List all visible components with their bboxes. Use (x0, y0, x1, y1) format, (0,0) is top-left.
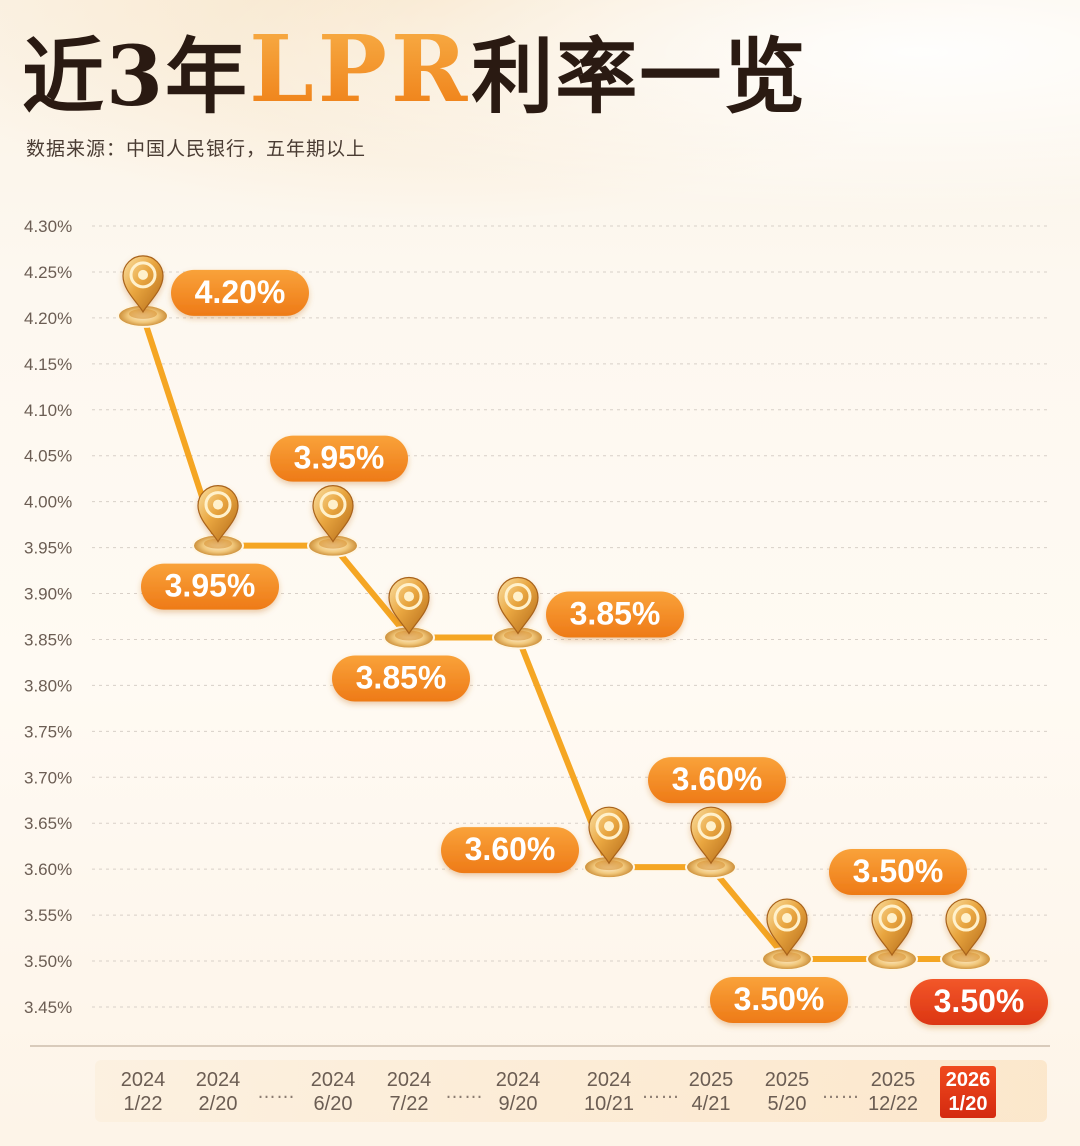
x-tick-label: 2025 12/22 (867, 1069, 919, 1115)
y-tick-label: 3.55% (24, 906, 72, 925)
y-tick-label: 4.25% (24, 263, 72, 282)
y-tick-label: 3.50% (24, 952, 72, 971)
x-tick-label: 2024 7/22 (386, 1069, 432, 1115)
svg-text:3.85%: 3.85% (356, 659, 447, 695)
y-tick-label: 3.45% (24, 998, 72, 1017)
x-axis-gap-marker: …… (445, 1082, 484, 1103)
svg-text:3.60%: 3.60% (672, 761, 763, 797)
svg-text:3.95%: 3.95% (294, 440, 385, 476)
data-point-pin (383, 576, 435, 650)
svg-text:3.50%: 3.50% (734, 981, 825, 1017)
x-tick-label: 2024 9/20 (495, 1069, 541, 1115)
data-point-pin (492, 576, 544, 650)
background-glow (0, 0, 1080, 260)
x-tick-current: 2026 1/20 (940, 1066, 996, 1118)
y-tick-label: 3.85% (24, 630, 72, 649)
x-tick-label: 2024 2/20 (195, 1069, 241, 1115)
value-label: 3.85% (332, 655, 470, 702)
y-tick-label: 4.30% (24, 217, 72, 236)
y-tick-label: 4.10% (24, 401, 72, 420)
x-axis-line (30, 1045, 1050, 1047)
data-point-pin (761, 898, 813, 972)
title-accent: LPR (249, 15, 472, 123)
x-axis-gap-marker: …… (822, 1082, 860, 1103)
value-label: 3.60% (648, 757, 786, 804)
x-axis-gap-marker: …… (642, 1082, 680, 1103)
y-tick-label: 3.70% (24, 768, 72, 787)
y-tick-label: 3.60% (24, 860, 72, 879)
value-label-current: 3.50% (910, 979, 1048, 1026)
y-tick-label: 4.05% (24, 447, 72, 466)
value-label: 3.50% (710, 977, 848, 1024)
svg-text:3.85%: 3.85% (570, 595, 661, 631)
y-tick-label: 3.65% (24, 814, 72, 833)
svg-text:3.60%: 3.60% (465, 831, 556, 867)
data-source-subtitle: 数据来源：中国人民银行，五年期以上 (26, 138, 367, 160)
x-axis-gap-marker: …… (257, 1082, 296, 1103)
x-tick-label: 2024 1/22 (120, 1069, 166, 1115)
value-label: 4.20% (171, 269, 309, 316)
title-prefix: 近3年 (22, 28, 250, 125)
y-tick-label: 3.80% (24, 676, 72, 695)
svg-text:3.95%: 3.95% (165, 568, 256, 604)
x-tick-label: 2024 10/21 (583, 1069, 635, 1115)
y-tick-label: 4.20% (24, 309, 72, 328)
x-tick-label: 2025 4/21 (688, 1069, 734, 1115)
series-line (140, 314, 966, 963)
data-point-pin (940, 898, 992, 972)
y-tick-label: 4.00% (24, 493, 72, 512)
data-point-pin (117, 255, 169, 328)
value-label: 3.50% (829, 849, 967, 896)
svg-text:4.20%: 4.20% (195, 274, 286, 310)
x-tick-label: 2024 6/20 (310, 1069, 356, 1115)
data-point-pin (307, 485, 359, 558)
value-label: 3.85% (546, 591, 684, 638)
svg-text:3.50%: 3.50% (853, 853, 944, 889)
x-tick-label: 2025 5/20 (764, 1069, 810, 1115)
page-title: 近3年 LPR 利率一览 (22, 14, 807, 125)
y-tick-label: 3.90% (24, 585, 72, 604)
value-label: 3.95% (141, 563, 279, 610)
value-label: 3.95% (270, 435, 408, 482)
data-point-pin (192, 485, 244, 558)
y-tick-label: 3.95% (24, 539, 72, 558)
value-label: 3.60% (441, 827, 579, 874)
svg-text:3.50%: 3.50% (934, 983, 1025, 1019)
y-tick-label: 4.15% (24, 355, 72, 374)
data-point-pin (866, 898, 918, 972)
data-point-pin (685, 806, 737, 880)
data-point-pin (583, 806, 635, 880)
x-axis-band (95, 1060, 1047, 1122)
y-tick-label: 3.75% (24, 722, 72, 741)
title-suffix: 利率一览 (471, 28, 808, 125)
